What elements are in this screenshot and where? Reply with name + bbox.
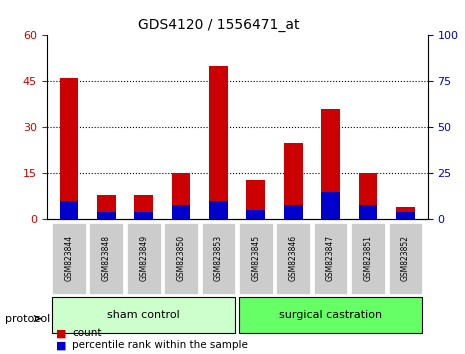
FancyBboxPatch shape bbox=[127, 223, 160, 294]
Text: GSM823848: GSM823848 bbox=[102, 235, 111, 281]
Bar bbox=[359, 173, 377, 219]
Bar bbox=[396, 212, 415, 219]
Bar bbox=[321, 109, 340, 219]
Bar bbox=[396, 207, 415, 219]
Text: GSM823846: GSM823846 bbox=[289, 235, 298, 281]
Text: surgical castration: surgical castration bbox=[279, 310, 382, 320]
Text: GSM823849: GSM823849 bbox=[139, 235, 148, 281]
Bar bbox=[284, 143, 303, 219]
FancyBboxPatch shape bbox=[239, 223, 272, 294]
Bar bbox=[321, 192, 340, 219]
Text: sham control: sham control bbox=[107, 310, 180, 320]
FancyBboxPatch shape bbox=[164, 223, 198, 294]
Bar bbox=[359, 205, 377, 219]
Bar bbox=[97, 212, 116, 219]
Text: percentile rank within the sample: percentile rank within the sample bbox=[72, 340, 248, 350]
Bar bbox=[134, 212, 153, 219]
Text: GSM823853: GSM823853 bbox=[214, 235, 223, 281]
Text: GSM823844: GSM823844 bbox=[65, 235, 73, 281]
Text: GSM823847: GSM823847 bbox=[326, 235, 335, 281]
Text: ■: ■ bbox=[56, 329, 66, 338]
FancyBboxPatch shape bbox=[89, 223, 123, 294]
Bar bbox=[284, 205, 303, 219]
Bar bbox=[246, 179, 265, 219]
Text: protocol: protocol bbox=[5, 314, 50, 324]
Bar bbox=[60, 78, 78, 219]
Bar bbox=[246, 210, 265, 219]
FancyBboxPatch shape bbox=[202, 223, 235, 294]
FancyBboxPatch shape bbox=[389, 223, 422, 294]
Bar bbox=[172, 173, 191, 219]
Text: GSM823850: GSM823850 bbox=[177, 235, 186, 281]
FancyBboxPatch shape bbox=[314, 223, 347, 294]
Text: GSM823851: GSM823851 bbox=[364, 235, 372, 281]
FancyBboxPatch shape bbox=[52, 297, 235, 333]
Bar bbox=[134, 195, 153, 219]
FancyBboxPatch shape bbox=[351, 223, 385, 294]
FancyBboxPatch shape bbox=[239, 297, 422, 333]
Text: GSM823845: GSM823845 bbox=[252, 235, 260, 281]
FancyBboxPatch shape bbox=[276, 223, 310, 294]
Bar bbox=[97, 195, 116, 219]
FancyBboxPatch shape bbox=[52, 223, 86, 294]
Text: GSM823852: GSM823852 bbox=[401, 235, 410, 281]
Bar bbox=[209, 201, 228, 219]
Bar bbox=[172, 205, 191, 219]
Text: count: count bbox=[72, 329, 101, 338]
Text: GDS4120 / 1556471_at: GDS4120 / 1556471_at bbox=[138, 18, 299, 32]
Bar bbox=[60, 201, 78, 219]
Bar bbox=[209, 66, 228, 219]
Text: ■: ■ bbox=[56, 340, 66, 350]
